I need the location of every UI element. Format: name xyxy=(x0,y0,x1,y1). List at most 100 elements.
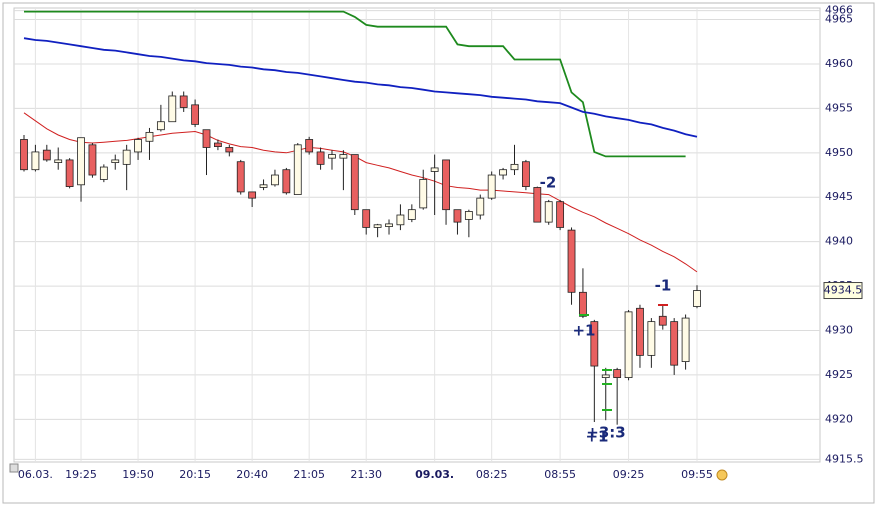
candle-body xyxy=(225,147,234,153)
annotation: +1 xyxy=(585,428,608,446)
candle-body xyxy=(544,201,553,223)
candle-body xyxy=(156,121,165,131)
candle-body xyxy=(385,223,393,227)
candle-body xyxy=(122,149,131,165)
x-tick-label: 09.03. xyxy=(415,468,454,481)
plot-area xyxy=(13,7,821,463)
clock-icon[interactable] xyxy=(716,469,728,481)
y-tick-label: 4920 xyxy=(825,412,853,425)
indicator-line xyxy=(23,112,698,273)
candle-body xyxy=(476,197,485,216)
candle-body xyxy=(282,169,291,194)
candle-body xyxy=(670,321,679,366)
y-tick-label: 4955 xyxy=(825,101,853,114)
y-tick-label: 4960 xyxy=(825,57,853,70)
x-tick-label: 21:05 xyxy=(293,468,325,481)
labels: 4915.54920492549304935494049454950495549… xyxy=(18,4,864,481)
last-price-box xyxy=(823,282,863,300)
candle-body xyxy=(350,154,359,211)
candle-body xyxy=(419,179,428,209)
candle-body xyxy=(179,95,188,108)
candle-body xyxy=(111,159,120,163)
candle-body xyxy=(236,161,245,193)
candle-body xyxy=(453,209,462,223)
candle-body xyxy=(20,139,28,171)
x-tick-label: 09:55 xyxy=(681,468,713,481)
y-tick-label: 4965 xyxy=(825,13,853,26)
candle-body xyxy=(191,104,200,125)
candle-body xyxy=(134,139,142,153)
candle-body xyxy=(521,161,530,187)
x-tick-label: 08:25 xyxy=(476,468,508,481)
candle-body xyxy=(339,154,348,159)
candle-body xyxy=(259,184,268,188)
x-tick-label: 19:50 xyxy=(122,468,154,481)
candle-body xyxy=(658,315,667,326)
candle-body xyxy=(499,169,507,176)
candle-body xyxy=(373,224,382,228)
candle-body xyxy=(362,209,371,228)
x-tick-label: 09:25 xyxy=(613,468,645,481)
candle-body xyxy=(636,307,644,356)
candle-body xyxy=(31,151,40,171)
y-tick-label: 4915.5 xyxy=(825,452,864,465)
x-tick-label: 20:15 xyxy=(179,468,211,481)
annotation: -1 xyxy=(655,277,672,295)
candle-body xyxy=(533,187,542,223)
candle-body xyxy=(99,166,108,180)
candle-body xyxy=(681,317,690,363)
candle-body xyxy=(305,139,314,153)
y-tick-label: 4945 xyxy=(825,190,853,203)
candle-body xyxy=(316,151,325,165)
candle-body xyxy=(624,311,633,378)
candle-body xyxy=(407,209,416,220)
candle-body xyxy=(88,144,97,176)
candle-body xyxy=(328,154,336,159)
candle-body xyxy=(693,290,701,307)
candle-body xyxy=(65,159,74,187)
y-tick-label: 4925 xyxy=(825,368,853,381)
indicator-line xyxy=(23,37,698,138)
candle-body xyxy=(556,201,565,228)
candle-body xyxy=(590,321,599,367)
candle-body xyxy=(510,163,519,171)
x-tick-label: 19:25 xyxy=(65,468,97,481)
y-tick-label: 4966 xyxy=(825,4,853,17)
candle-body xyxy=(647,321,656,356)
candle-body xyxy=(214,142,222,147)
x-tick-label: 20:40 xyxy=(236,468,268,481)
marks xyxy=(20,10,701,425)
candle-body xyxy=(202,129,211,148)
candle-body xyxy=(601,374,610,378)
scroll-icon[interactable] xyxy=(9,463,19,473)
candle-body xyxy=(487,174,496,199)
annotation: -2 xyxy=(540,174,557,192)
candle-body xyxy=(42,149,51,161)
candle-body xyxy=(54,159,63,163)
candle-body xyxy=(442,159,450,211)
candle-body xyxy=(430,167,439,172)
annotation: +3:3 xyxy=(586,424,625,442)
candle-body xyxy=(271,174,279,186)
grid xyxy=(14,8,820,462)
y-tick-label: 4950 xyxy=(825,146,853,159)
x-tick-label: 06.03. xyxy=(18,468,53,481)
x-tick-label: 08:55 xyxy=(544,468,576,481)
y-tick-label: 4940 xyxy=(825,235,853,248)
candle-body xyxy=(145,131,154,142)
candle-body xyxy=(77,137,85,186)
candle-body xyxy=(613,369,622,378)
annotation: +1 xyxy=(572,322,595,340)
y-tick-label: 4930 xyxy=(825,324,853,337)
candle-body xyxy=(168,95,177,123)
last-price-label: 4934.5 xyxy=(824,284,863,297)
candle-body xyxy=(293,144,302,195)
candle-body xyxy=(396,214,405,226)
candle-body xyxy=(579,291,587,317)
x-tick-label: 21:30 xyxy=(350,468,382,481)
candle-body xyxy=(248,191,257,199)
indicator-line xyxy=(24,10,686,158)
candle-body xyxy=(464,211,473,220)
